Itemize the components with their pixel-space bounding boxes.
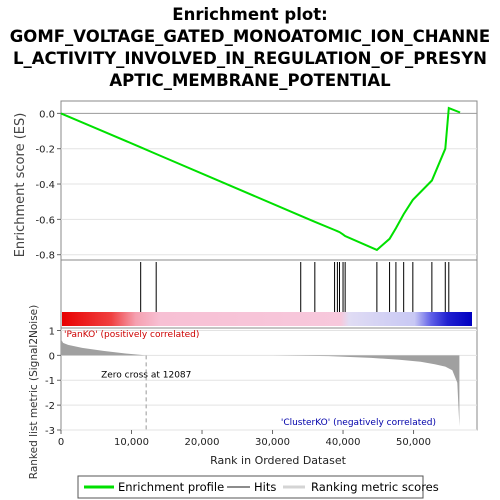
es-y-tick-label: -0.2 [35,145,55,156]
metric-y-tick-label: -3 [45,426,55,437]
x-axis-ticks: 0 10,000 20,000 30,000 40,000 50,000 [58,430,431,448]
rank-color-bar [62,312,472,326]
title-line-2: GOMF_VOLTAGE_GATED_MONOATOMIC_ION_CHANNE [10,27,490,46]
metric-y-ticks: 1 0 -1 -2 -3 [45,326,61,437]
enrichment-profile-line [60,106,461,252]
metric-y-tick-label: -2 [45,401,55,412]
legend-enrichment-label: Enrichment profile [118,480,224,494]
es-y-tick-label: -0.4 [35,180,55,191]
x-tick-label: 40,000 [326,437,361,448]
es-y-tick-label: -0.6 [35,215,55,226]
x-tick-label: 0 [58,437,64,448]
title-line-4: APTIC_MEMBRANE_POTENTIAL [109,71,391,90]
es-y-axis-label: Enrichment score (ES) [13,113,28,258]
es-panel-frame [60,100,478,261]
es-y-tick-label: -0.8 [35,251,55,262]
x-axis-label: Rank in Ordered Dataset [210,454,347,467]
metric-y-tick-label: 1 [49,326,55,337]
legend-metric-label: Ranking metric scores [311,480,439,494]
x-tick-label: 30,000 [255,437,290,448]
legend: Enrichment profile Hits Ranking metric s… [77,475,439,499]
title-line-1: Enrichment plot: [172,5,327,24]
es-y-ticks: 0.0 -0.2 -0.4 -0.6 -0.8 [35,109,61,262]
es-y-tick-label: 0.0 [39,109,55,120]
es-gridlines [61,112,477,256]
legend-hits-label: Hits [254,480,276,494]
positive-correlation-label: 'PanKO' (positively correlated) [64,330,199,340]
title-line-3: L_ACTIVITY_INVOLVED_IN_REGULATION_OF_PRE… [13,49,487,68]
chart-title: Enrichment plot: GOMF_VOLTAGE_GATED_MONO… [10,5,490,90]
hit-marks [140,262,450,312]
x-tick-label: 20,000 [185,437,220,448]
x-tick-label: 10,000 [114,437,149,448]
metric-panel-frame [60,327,478,431]
x-tick-label: 50,000 [396,437,431,448]
metric-y-tick-label: 0 [49,351,55,362]
zero-cross-annotation: Zero cross at 12087 [101,370,191,380]
negative-correlation-label: 'ClusterKO' (negatively correlated) [281,418,436,428]
legend-box [77,475,424,499]
metric-y-axis-label: Ranked list metric (Signal2Noise) [28,305,40,480]
metric-y-tick-label: -1 [45,376,55,387]
